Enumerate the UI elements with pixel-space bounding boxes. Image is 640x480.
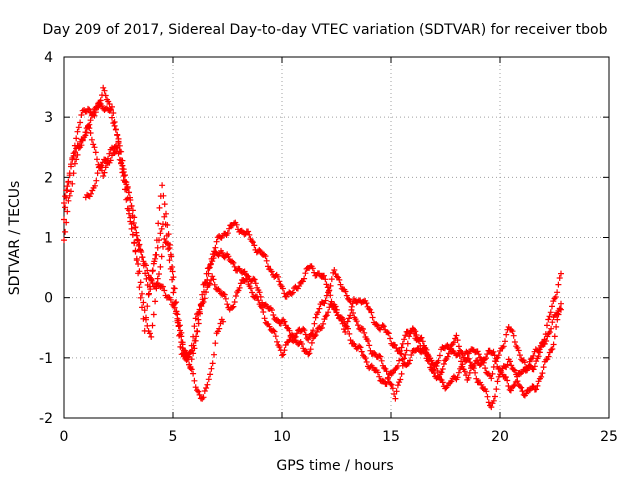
x-tick-label: 15 bbox=[382, 429, 400, 445]
y-tick-label: 1 bbox=[44, 231, 53, 247]
x-tick-label: 10 bbox=[273, 429, 291, 445]
x-tick-label: 5 bbox=[169, 429, 178, 445]
y-tick-label: 3 bbox=[44, 110, 53, 126]
data-point-markers bbox=[61, 84, 564, 411]
data-points bbox=[61, 84, 564, 411]
series-track-2 bbox=[61, 84, 564, 411]
x-tick-label: 20 bbox=[491, 429, 509, 445]
y-tick-label: 2 bbox=[44, 170, 53, 186]
chart-title: Day 209 of 2017, Sidereal Day-to-day VTE… bbox=[42, 22, 607, 38]
x-tick-label: 25 bbox=[600, 429, 618, 445]
data-point-markers bbox=[82, 143, 227, 402]
y-axis-label: SDTVAR / TECUs bbox=[7, 181, 23, 296]
series-track-4 bbox=[82, 143, 227, 402]
x-axis-label: GPS time / hours bbox=[276, 458, 393, 474]
y-tick-label: 0 bbox=[44, 291, 53, 307]
y-tick-label: -1 bbox=[39, 351, 53, 367]
grid bbox=[64, 57, 609, 418]
x-tick-label: 0 bbox=[60, 429, 69, 445]
axis-tick-labels: 0 5 10 15 20 25 -2 -1 0 1 2 3 4 bbox=[39, 50, 618, 445]
axis-ticks bbox=[63, 56, 610, 419]
y-tick-label: 4 bbox=[44, 50, 53, 66]
y-tick-label: -2 bbox=[39, 411, 53, 427]
